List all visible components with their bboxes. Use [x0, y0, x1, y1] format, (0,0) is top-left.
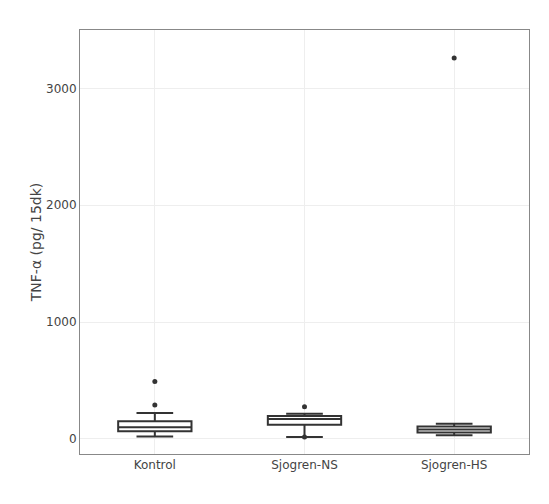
svg-text:Kontrol: Kontrol	[134, 458, 176, 472]
svg-text:2000: 2000	[46, 198, 77, 212]
svg-text:Sjogren-NS: Sjogren-NS	[271, 458, 338, 472]
svg-text:1000: 1000	[46, 315, 77, 329]
svg-text:Sjogren-HS: Sjogren-HS	[421, 458, 488, 472]
svg-text:3000: 3000	[46, 82, 77, 96]
svg-text:0: 0	[69, 432, 77, 446]
svg-text:TNF-α (pg/ 15dk): TNF-α (pg/ 15dk)	[28, 183, 44, 302]
